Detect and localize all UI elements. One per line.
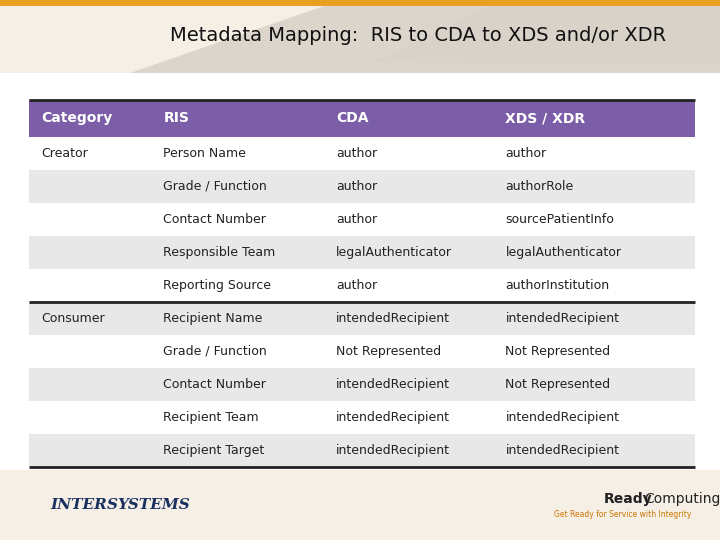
Bar bbox=[29, 202, 695, 236]
Text: Contact Number: Contact Number bbox=[163, 213, 266, 226]
Text: Category: Category bbox=[41, 111, 112, 125]
Text: Not Represented: Not Represented bbox=[336, 345, 441, 358]
Text: Computing: Computing bbox=[644, 492, 720, 507]
Text: intendedRecipient: intendedRecipient bbox=[336, 378, 450, 391]
Bar bbox=[29, 434, 695, 467]
Bar bbox=[29, 100, 695, 137]
Text: Grade / Function: Grade / Function bbox=[163, 180, 267, 193]
Text: author: author bbox=[505, 147, 546, 160]
Text: RIS: RIS bbox=[163, 111, 189, 125]
Text: legalAuthenticator: legalAuthenticator bbox=[505, 246, 621, 259]
Text: intendedRecipient: intendedRecipient bbox=[336, 312, 450, 325]
Text: authorRole: authorRole bbox=[505, 180, 574, 193]
Text: Not Represented: Not Represented bbox=[505, 345, 611, 358]
Text: authorInstitution: authorInstitution bbox=[505, 279, 610, 292]
Text: Get Ready for Service with Integrity: Get Ready for Service with Integrity bbox=[554, 510, 691, 518]
Text: intendedRecipient: intendedRecipient bbox=[336, 444, 450, 457]
Text: Metadata Mapping:  RIS to CDA to XDS and/or XDR: Metadata Mapping: RIS to CDA to XDS and/… bbox=[169, 25, 666, 45]
Text: S: S bbox=[107, 498, 117, 512]
Text: Reporting Source: Reporting Source bbox=[163, 279, 271, 292]
Text: YSTEMS: YSTEMS bbox=[117, 498, 190, 512]
Text: Contact Number: Contact Number bbox=[163, 378, 266, 391]
Text: Consumer: Consumer bbox=[41, 312, 104, 325]
Text: Not Represented: Not Represented bbox=[505, 378, 611, 391]
Text: author: author bbox=[336, 147, 377, 160]
Text: Ready: Ready bbox=[603, 492, 652, 507]
Text: Responsible Team: Responsible Team bbox=[163, 246, 276, 259]
Bar bbox=[29, 137, 695, 170]
Text: Creator: Creator bbox=[41, 147, 88, 160]
Text: Recipient Team: Recipient Team bbox=[163, 411, 259, 424]
Bar bbox=[29, 401, 695, 434]
Text: Recipient Target: Recipient Target bbox=[163, 444, 265, 457]
Text: intendedRecipient: intendedRecipient bbox=[336, 411, 450, 424]
Bar bbox=[0, 6, 720, 73]
Text: author: author bbox=[336, 180, 377, 193]
Text: author: author bbox=[336, 213, 377, 226]
Text: legalAuthenticator: legalAuthenticator bbox=[336, 246, 452, 259]
Text: sourcePatientInfo: sourcePatientInfo bbox=[505, 213, 614, 226]
Text: INTER: INTER bbox=[50, 498, 107, 512]
Bar bbox=[29, 368, 695, 401]
Polygon shape bbox=[374, 6, 720, 65]
Text: author: author bbox=[336, 279, 377, 292]
Text: Grade / Function: Grade / Function bbox=[163, 345, 267, 358]
Bar bbox=[0, 0, 720, 6]
Polygon shape bbox=[130, 6, 720, 73]
Text: intendedRecipient: intendedRecipient bbox=[505, 411, 619, 424]
Bar bbox=[29, 302, 695, 335]
Text: Recipient Name: Recipient Name bbox=[163, 312, 263, 325]
Bar bbox=[29, 236, 695, 269]
Bar bbox=[0, 470, 720, 540]
Text: intendedRecipient: intendedRecipient bbox=[505, 444, 619, 457]
Bar bbox=[29, 170, 695, 202]
Text: Person Name: Person Name bbox=[163, 147, 246, 160]
Text: XDS / XDR: XDS / XDR bbox=[505, 111, 585, 125]
Bar bbox=[29, 335, 695, 368]
Text: intendedRecipient: intendedRecipient bbox=[505, 312, 619, 325]
Text: CDA: CDA bbox=[336, 111, 369, 125]
Bar bbox=[29, 269, 695, 302]
